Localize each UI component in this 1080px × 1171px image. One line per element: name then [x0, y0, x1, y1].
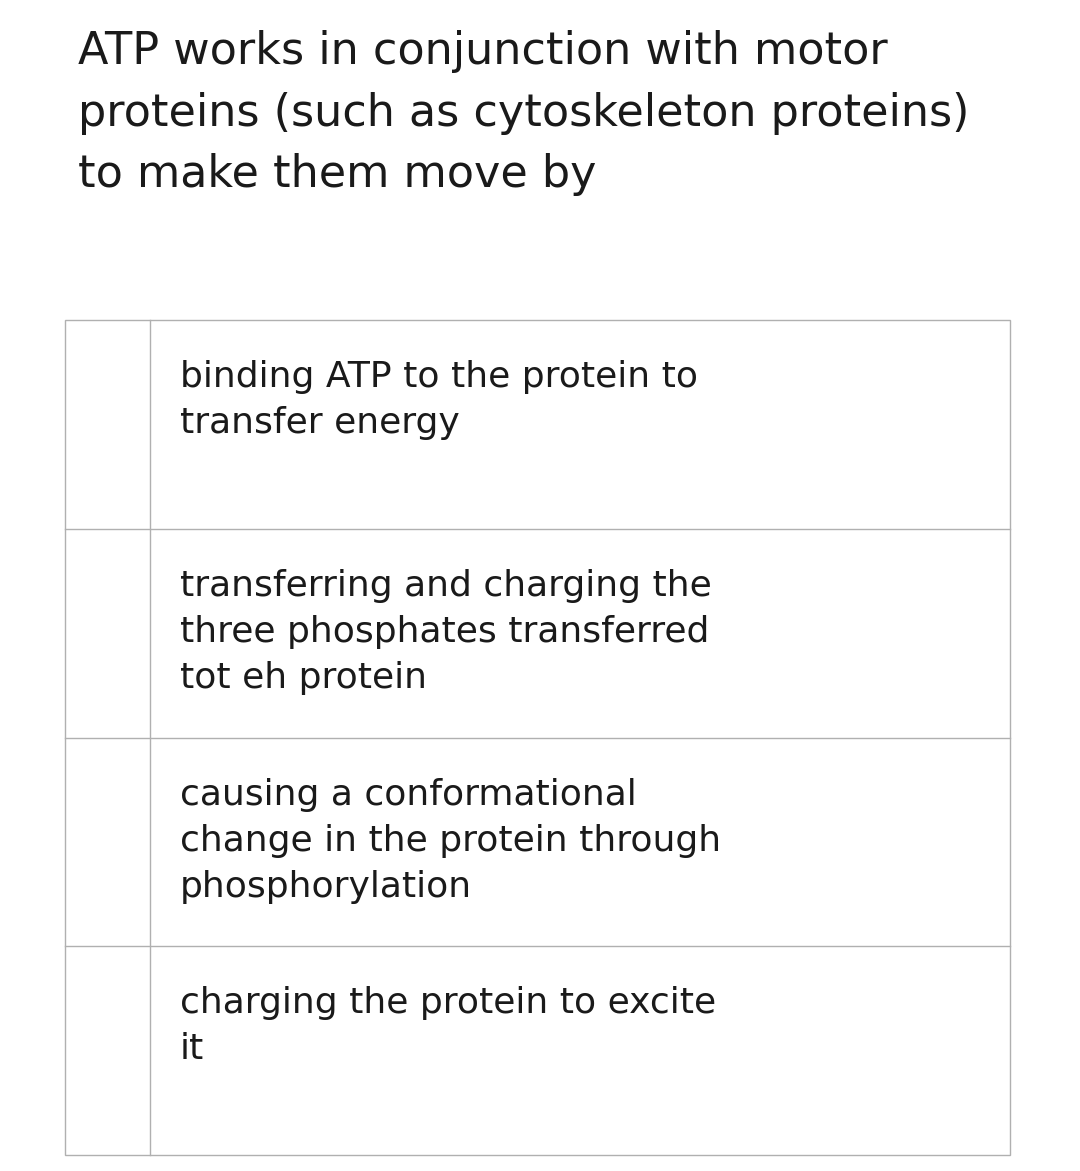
Text: binding ATP to the protein to
transfer energy: binding ATP to the protein to transfer e… — [180, 359, 698, 440]
Text: ATP works in conjunction with motor
proteins (such as cytoskeleton proteins)
to : ATP works in conjunction with motor prot… — [78, 30, 970, 197]
Text: causing a conformational
change in the protein through
phosphorylation: causing a conformational change in the p… — [180, 778, 721, 904]
Text: transferring and charging the
three phosphates transferred
tot eh protein: transferring and charging the three phos… — [180, 569, 712, 696]
Text: charging the protein to excite
it: charging the protein to excite it — [180, 986, 716, 1067]
Bar — [65, 320, 1010, 1155]
